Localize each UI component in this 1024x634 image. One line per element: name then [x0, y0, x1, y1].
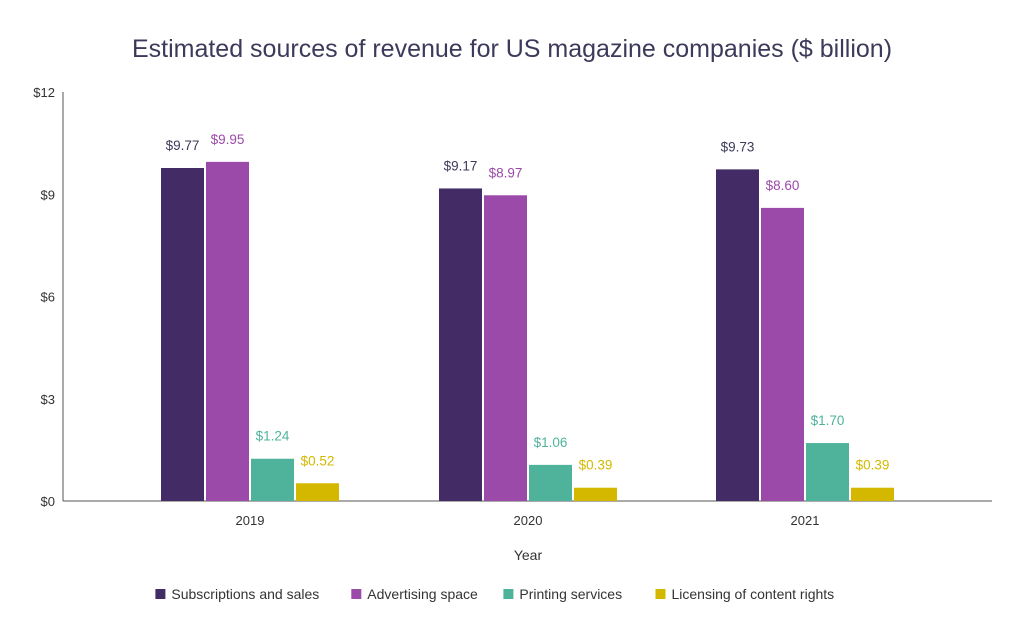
legend: Subscriptions and sales Advertising space…: [155, 586, 834, 602]
data-label: $8.60: [766, 178, 800, 193]
y-tick-label: $9: [41, 187, 55, 202]
bar: [574, 487, 617, 501]
data-label: $9.95: [211, 132, 245, 147]
data-label: $1.24: [256, 429, 290, 444]
bar: [851, 487, 894, 501]
data-label: $0.39: [856, 458, 890, 473]
legend-label: Advertising space: [367, 586, 478, 602]
data-label: $9.17: [444, 158, 478, 173]
bar: [529, 464, 572, 501]
y-tick-label: $3: [41, 392, 55, 407]
x-tick-label: 2019: [236, 513, 265, 528]
bars: [161, 161, 894, 502]
bar: [439, 188, 482, 502]
legend-swatch: [655, 589, 666, 599]
legend-label: Subscriptions and sales: [171, 586, 319, 602]
legend-swatch: [155, 589, 166, 599]
bar: [716, 169, 759, 501]
y-tick-label: $0: [41, 494, 55, 509]
bar: [806, 443, 849, 501]
y-tick-label: $12: [33, 85, 55, 100]
x-axis-title: Year: [514, 547, 543, 563]
x-axis: 2019 2020 2021: [63, 500, 992, 528]
bar: [206, 161, 249, 501]
legend-swatch: [351, 589, 362, 599]
chart-title: Estimated sources of revenue for US maga…: [132, 35, 892, 63]
data-label: $0.52: [301, 453, 335, 468]
data-label: $9.77: [166, 138, 200, 153]
legend-label: Licensing of content rights: [672, 586, 835, 602]
legend-swatch: [503, 589, 514, 599]
bar: [761, 207, 804, 501]
y-axis: $0 $3 $6 $9 $12: [33, 85, 64, 509]
data-label: $1.06: [534, 435, 568, 450]
bar: [161, 168, 204, 501]
data-label: $8.97: [489, 165, 523, 180]
data-label: $0.39: [579, 458, 613, 473]
bar: [251, 458, 294, 501]
bar: [484, 195, 527, 501]
y-tick-label: $6: [41, 290, 55, 305]
x-tick-label: 2021: [791, 513, 820, 528]
data-label: $1.70: [811, 413, 845, 428]
data-label: $9.73: [721, 139, 755, 154]
data-labels: $9.77 $9.17 $9.73 $9.95 $8.97 $8.60 $1.24 $1.06…: [166, 132, 890, 473]
x-tick-label: 2020: [514, 513, 543, 528]
bar: [296, 483, 339, 501]
legend-label: Printing services: [519, 586, 622, 602]
